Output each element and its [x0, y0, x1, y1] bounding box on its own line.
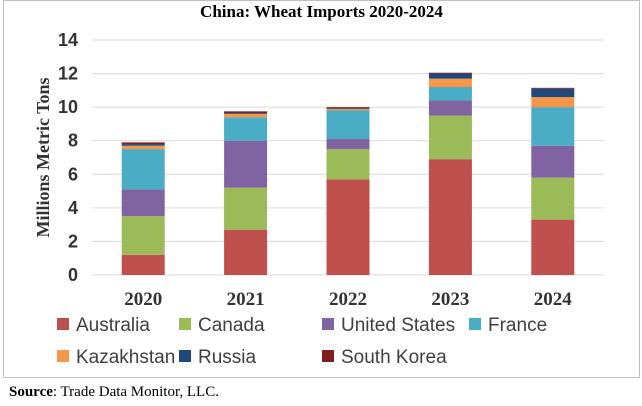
bar-segment-united-states	[224, 140, 268, 188]
y-axis-title: Millions Metric Tons	[33, 77, 53, 237]
bar-segment-russia	[224, 113, 268, 114]
legend-swatch	[322, 350, 334, 362]
source-line: Source: Trade Data Monitor, LLC.	[9, 382, 219, 402]
bar-segment-canada	[224, 187, 268, 230]
source-text: : Trade Data Monitor, LLC.	[52, 384, 219, 400]
bar-segment-kazakhstan	[224, 113, 268, 118]
bar-segment-russia	[531, 88, 575, 98]
x-tick-label: 2023	[431, 289, 469, 310]
chart-title: China: Wheat Imports 2020-2024	[200, 2, 443, 21]
bar-segment-france	[428, 87, 472, 101]
legend-swatch	[57, 318, 69, 330]
y-tick-label: 14	[58, 30, 78, 50]
bar-segment-russia	[326, 107, 370, 109]
bar-segment-south-korea	[531, 87, 575, 89]
y-tick-label: 10	[58, 97, 78, 117]
bar-segment-united-states	[531, 145, 575, 178]
bar-segment-south-korea	[428, 72, 472, 74]
legend-label: United States	[341, 315, 455, 336]
bar-segment-france	[531, 107, 575, 146]
x-tick-label: 2024	[534, 289, 573, 310]
bar-segment-south-korea	[224, 111, 268, 114]
y-tick-label: 12	[58, 64, 78, 84]
bar-segment-australia	[224, 229, 268, 275]
bar-segment-australia	[531, 219, 575, 275]
legend-label: Canada	[198, 315, 265, 336]
bar-segment-canada	[428, 115, 472, 160]
bar-segment-russia	[428, 73, 472, 79]
legend-label: Kazakhstan	[76, 347, 175, 368]
y-tick-label: 0	[68, 265, 78, 285]
y-tick-label: 6	[68, 164, 78, 184]
bar-segment-south-korea	[121, 142, 165, 145]
y-tick-label: 4	[68, 198, 78, 218]
source-label: Source	[9, 384, 53, 400]
bar-segment-russia	[121, 144, 165, 146]
legend-swatch	[57, 350, 69, 362]
x-tick-label: 2021	[227, 289, 265, 310]
legend-label: Australia	[76, 315, 150, 336]
bar-segment-kazakhstan	[531, 97, 575, 108]
legend-label: Russia	[198, 347, 257, 368]
chart-svg: 0 2 4 6 8 10 12 14 Millions Metric Tons 2020 2021 2…	[33, 30, 604, 368]
bar-segment-united-states	[428, 100, 472, 116]
bar-segment-united-states	[326, 139, 370, 150]
legend-swatch	[469, 318, 481, 330]
legend-swatch	[322, 318, 334, 330]
bar-segment-south-korea	[326, 107, 370, 108]
y-tick-label: 2	[68, 231, 78, 251]
bar-segment-france	[121, 149, 165, 190]
x-tick-label: 2020	[124, 289, 162, 310]
bar-segment-canada	[326, 149, 370, 180]
legend-swatch	[179, 318, 191, 330]
bar-segment-australia	[326, 179, 370, 275]
bar-segment-australia	[121, 254, 165, 275]
x-tick-label: 2022	[329, 289, 367, 310]
bar-segment-canada	[531, 177, 575, 220]
bar-segment-france	[224, 117, 268, 141]
y-tick-label: 8	[68, 131, 78, 151]
bar-segment-united-states	[121, 189, 165, 217]
legend-label: South Korea	[341, 347, 447, 368]
bar-segment-france	[326, 110, 370, 140]
bar-segment-kazakhstan	[428, 78, 472, 87]
bar-segment-kazakhstan	[121, 145, 165, 150]
chart-frame: China: Wheat Imports 2020-2024 0 2 4 6 8 10 12…	[3, 0, 640, 378]
legend-swatch	[179, 350, 191, 362]
bar-segment-kazakhstan	[326, 108, 370, 111]
bar-segment-canada	[121, 216, 165, 255]
legend-label: France	[488, 315, 547, 336]
bar-segment-australia	[428, 159, 472, 275]
